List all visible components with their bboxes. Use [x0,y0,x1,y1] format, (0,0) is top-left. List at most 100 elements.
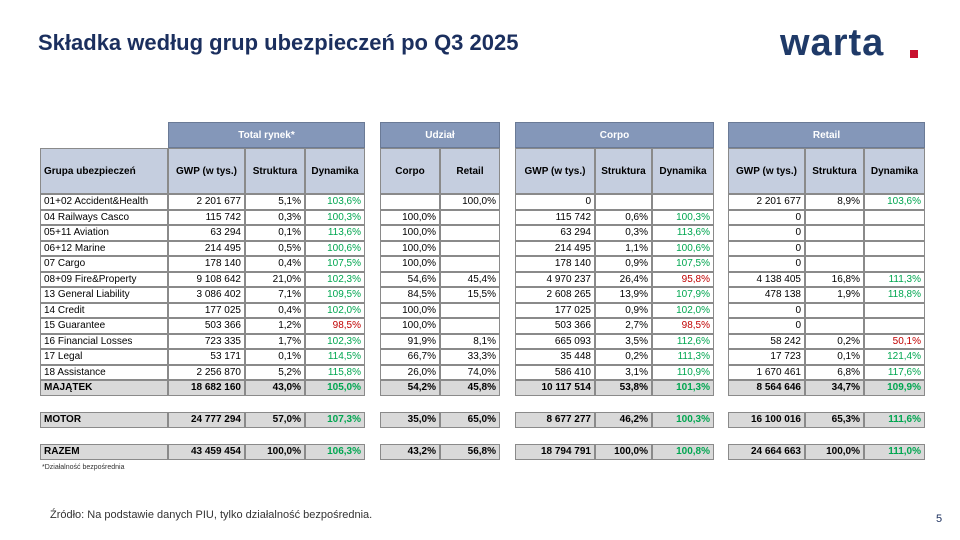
table-cell [805,256,864,272]
row-label: 08+09 Fire&Property [40,271,168,287]
table-cell: 100,0% [380,240,440,256]
table-cell: 723 335 [168,333,245,349]
table-cell: 3 086 402 [168,287,245,303]
table-cell [864,256,925,272]
table-cell: 1,1% [595,240,652,256]
group-header: Udział [380,122,500,148]
table-cell: 0,1% [245,349,305,365]
slide-title: Składka według grup ubezpieczeń po Q3 20… [38,30,519,55]
table-cell: 0,2% [595,349,652,365]
table-cell: 98,5% [652,318,714,334]
table-cell: 1 670 461 [728,364,805,380]
table-cell: 8 564 646 [728,380,805,396]
table-cell: 43 459 454 [168,444,245,460]
table-cell: 65,3% [805,412,864,428]
table-cell: 15,5% [440,287,500,303]
table-cell: 95,8% [652,271,714,287]
table-cell [805,209,864,225]
table-cell: 0 [728,240,805,256]
table-cell: 16,8% [805,271,864,287]
table-cell [805,318,864,334]
table-cell: 107,9% [652,287,714,303]
table-cell: 100,0% [595,444,652,460]
table-cell: 107,5% [652,256,714,272]
table-cell: 74,0% [440,364,500,380]
table-cell: 50,1% [864,333,925,349]
table-cell: 100,3% [652,412,714,428]
table-cell: 4 970 237 [515,271,595,287]
row-label: 15 Guarantee [40,318,168,334]
row-label: 01+02 Accident&Health [40,194,168,210]
table-cell [440,209,500,225]
column-header: Grupa ubezpieczeń [40,148,168,194]
table-cell: 115 742 [515,209,595,225]
table-cell: 7,1% [245,287,305,303]
table-cell: 13,9% [595,287,652,303]
table-cell: 2 256 870 [168,364,245,380]
table-cell: 5,1% [245,194,305,210]
table-cell: 8,9% [805,194,864,210]
table-cell: 0,4% [245,302,305,318]
table-cell: 100,3% [652,209,714,225]
table-cell: 1,7% [245,333,305,349]
table-cell: 57,0% [245,412,305,428]
table-cell: 0,1% [805,349,864,365]
table-cell: 101,3% [652,380,714,396]
table-cell [864,240,925,256]
table-cell [805,302,864,318]
column-header: Retail [440,148,500,194]
table-cell: 4 138 405 [728,271,805,287]
table-cell [440,302,500,318]
table-cell: 1,9% [805,287,864,303]
table-cell [864,318,925,334]
table-cell: 0,3% [245,209,305,225]
table-cell: 66,7% [380,349,440,365]
table-cell [864,209,925,225]
table-cell: 665 093 [515,333,595,349]
table-cell: 2 201 677 [728,194,805,210]
table-cell: 100,0% [245,444,305,460]
table-cell: 100,0% [805,444,864,460]
footnote: *Działalność bezpośrednia [42,464,125,471]
table-cell: 0 [728,256,805,272]
column-header: Struktura [805,148,864,194]
table-cell: 478 138 [728,287,805,303]
table-cell: 111,6% [864,412,925,428]
table-cell: 109,9% [864,380,925,396]
table-cell: 2,7% [595,318,652,334]
table-cell: 26,0% [380,364,440,380]
column-header: Corpo [380,148,440,194]
table-cell: 84,5% [380,287,440,303]
table-cell: 110,9% [652,364,714,380]
table-cell: 34,7% [805,380,864,396]
table-cell: 118,8% [864,287,925,303]
table-cell [440,225,500,241]
table-cell: 103,6% [305,194,365,210]
table-cell: 1,2% [245,318,305,334]
logo: warta [780,22,885,64]
table-cell: 53 171 [168,349,245,365]
column-header: GWP (w tys.) [728,148,805,194]
table-cell: 0,4% [245,256,305,272]
table-cell: 214 495 [515,240,595,256]
table-cell: 113,6% [652,225,714,241]
column-header: Struktura [245,148,305,194]
column-header: Struktura [595,148,652,194]
table-cell: 107,5% [305,256,365,272]
table-cell: 3,5% [595,333,652,349]
table-cell: 115 742 [168,209,245,225]
table-cell: 109,5% [305,287,365,303]
row-label: 13 General Liability [40,287,168,303]
table-cell: 107,3% [305,412,365,428]
table-cell [440,318,500,334]
row-label: 14 Credit [40,302,168,318]
table-cell: 63 294 [515,225,595,241]
table-cell: 0 [728,209,805,225]
table-cell: 54,6% [380,271,440,287]
table-cell: 105,0% [305,380,365,396]
column-header: Dynamika [652,148,714,194]
group-header: Corpo [515,122,714,148]
table-cell: 0,6% [595,209,652,225]
table-cell: 65,0% [440,412,500,428]
table-cell: 33,3% [440,349,500,365]
